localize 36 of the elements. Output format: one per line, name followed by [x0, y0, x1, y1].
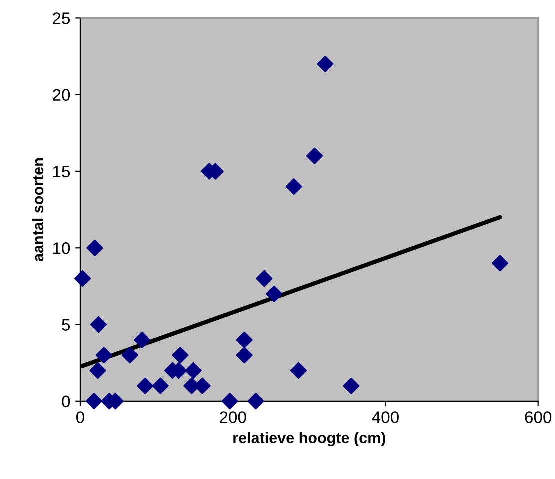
x-tick-label: 0	[76, 412, 84, 424]
point	[86, 393, 103, 410]
y-tick-label: 20	[53, 89, 70, 102]
point	[86, 240, 104, 256]
x-tick-label: 400	[372, 412, 399, 424]
point	[222, 393, 238, 410]
point	[290, 362, 308, 380]
y-tick-label: 0	[62, 396, 70, 408]
point	[172, 347, 189, 364]
point	[306, 148, 324, 164]
y-tick-label: 5	[62, 319, 70, 331]
point	[248, 393, 264, 410]
point	[137, 378, 154, 394]
y-tick-label: 15	[53, 166, 70, 178]
x-axis-title: relatieve hoogte (cm)	[234, 432, 386, 447]
point	[236, 347, 253, 364]
point	[266, 286, 283, 302]
point	[90, 316, 108, 334]
y-tick-label: 10	[53, 242, 70, 254]
point	[74, 270, 92, 288]
point	[343, 378, 360, 394]
point	[152, 378, 169, 394]
point	[286, 178, 302, 196]
x-tick-label: 600	[525, 412, 552, 424]
x-tick-label: 200	[220, 412, 246, 424]
point	[122, 347, 138, 364]
point	[185, 362, 202, 380]
point	[90, 362, 106, 380]
point	[96, 347, 112, 364]
point	[236, 332, 253, 348]
y-axis-title: aantal soorten	[32, 158, 44, 262]
point	[492, 255, 508, 272]
point	[134, 332, 151, 348]
y-tick-label: 25	[53, 12, 70, 24]
point	[317, 56, 334, 72]
point	[256, 270, 273, 288]
